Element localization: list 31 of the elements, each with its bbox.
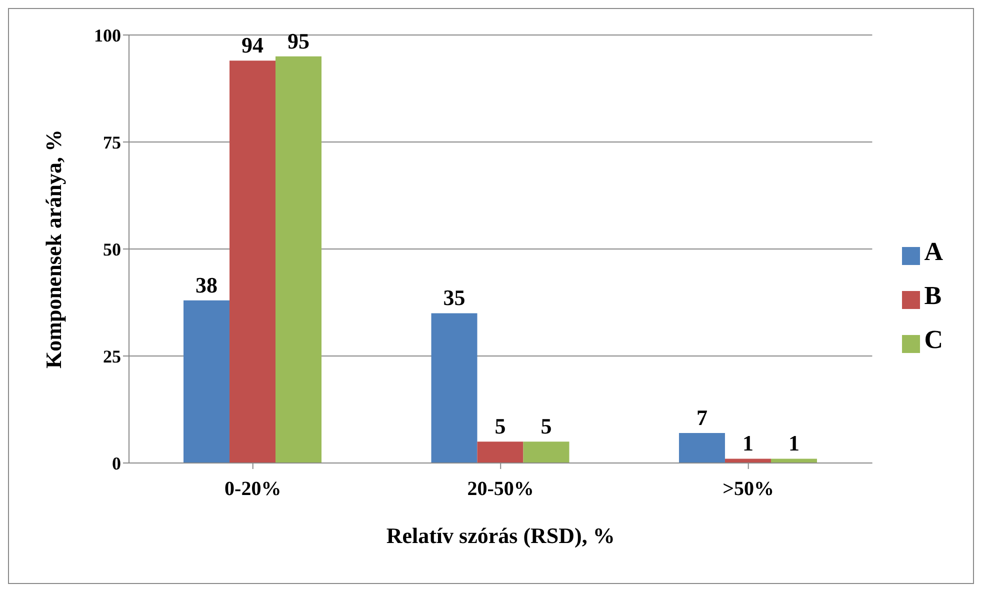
x-tick-label: >50%	[722, 478, 774, 500]
x-axis-title: Relatív szórás (RSD), %	[386, 523, 615, 548]
y-tick-label: 50	[103, 239, 121, 260]
legend-label: B	[924, 281, 942, 310]
data-label: 5	[494, 414, 506, 439]
data-label: 38	[196, 272, 218, 298]
legend-label: A	[924, 237, 943, 266]
x-tick-label: 0-20%	[224, 478, 282, 500]
bar	[431, 313, 478, 463]
data-label: 35	[443, 285, 466, 310]
bar	[523, 442, 570, 463]
bar	[230, 60, 276, 463]
data-label: 95	[288, 28, 310, 54]
data-label: 94	[242, 32, 264, 58]
x-tick-label: 20-50%	[467, 478, 534, 500]
bar	[678, 433, 725, 463]
bar	[770, 458, 817, 463]
bar	[724, 458, 771, 463]
data-label: 5	[540, 414, 552, 439]
y-tick-label: 25	[103, 346, 121, 366]
bar	[184, 300, 230, 463]
bar	[276, 56, 322, 463]
data-label: 1	[742, 430, 754, 456]
y-tick-label: 75	[103, 132, 121, 152]
bar	[477, 442, 524, 463]
y-tick-label: 100	[94, 25, 121, 46]
legend-label: C	[924, 325, 943, 354]
y-tick-label: 0	[112, 453, 121, 474]
data-label: 1	[788, 430, 800, 456]
data-label: 7	[696, 405, 708, 430]
y-axis-title: Komponensek aránya, %	[40, 130, 66, 368]
